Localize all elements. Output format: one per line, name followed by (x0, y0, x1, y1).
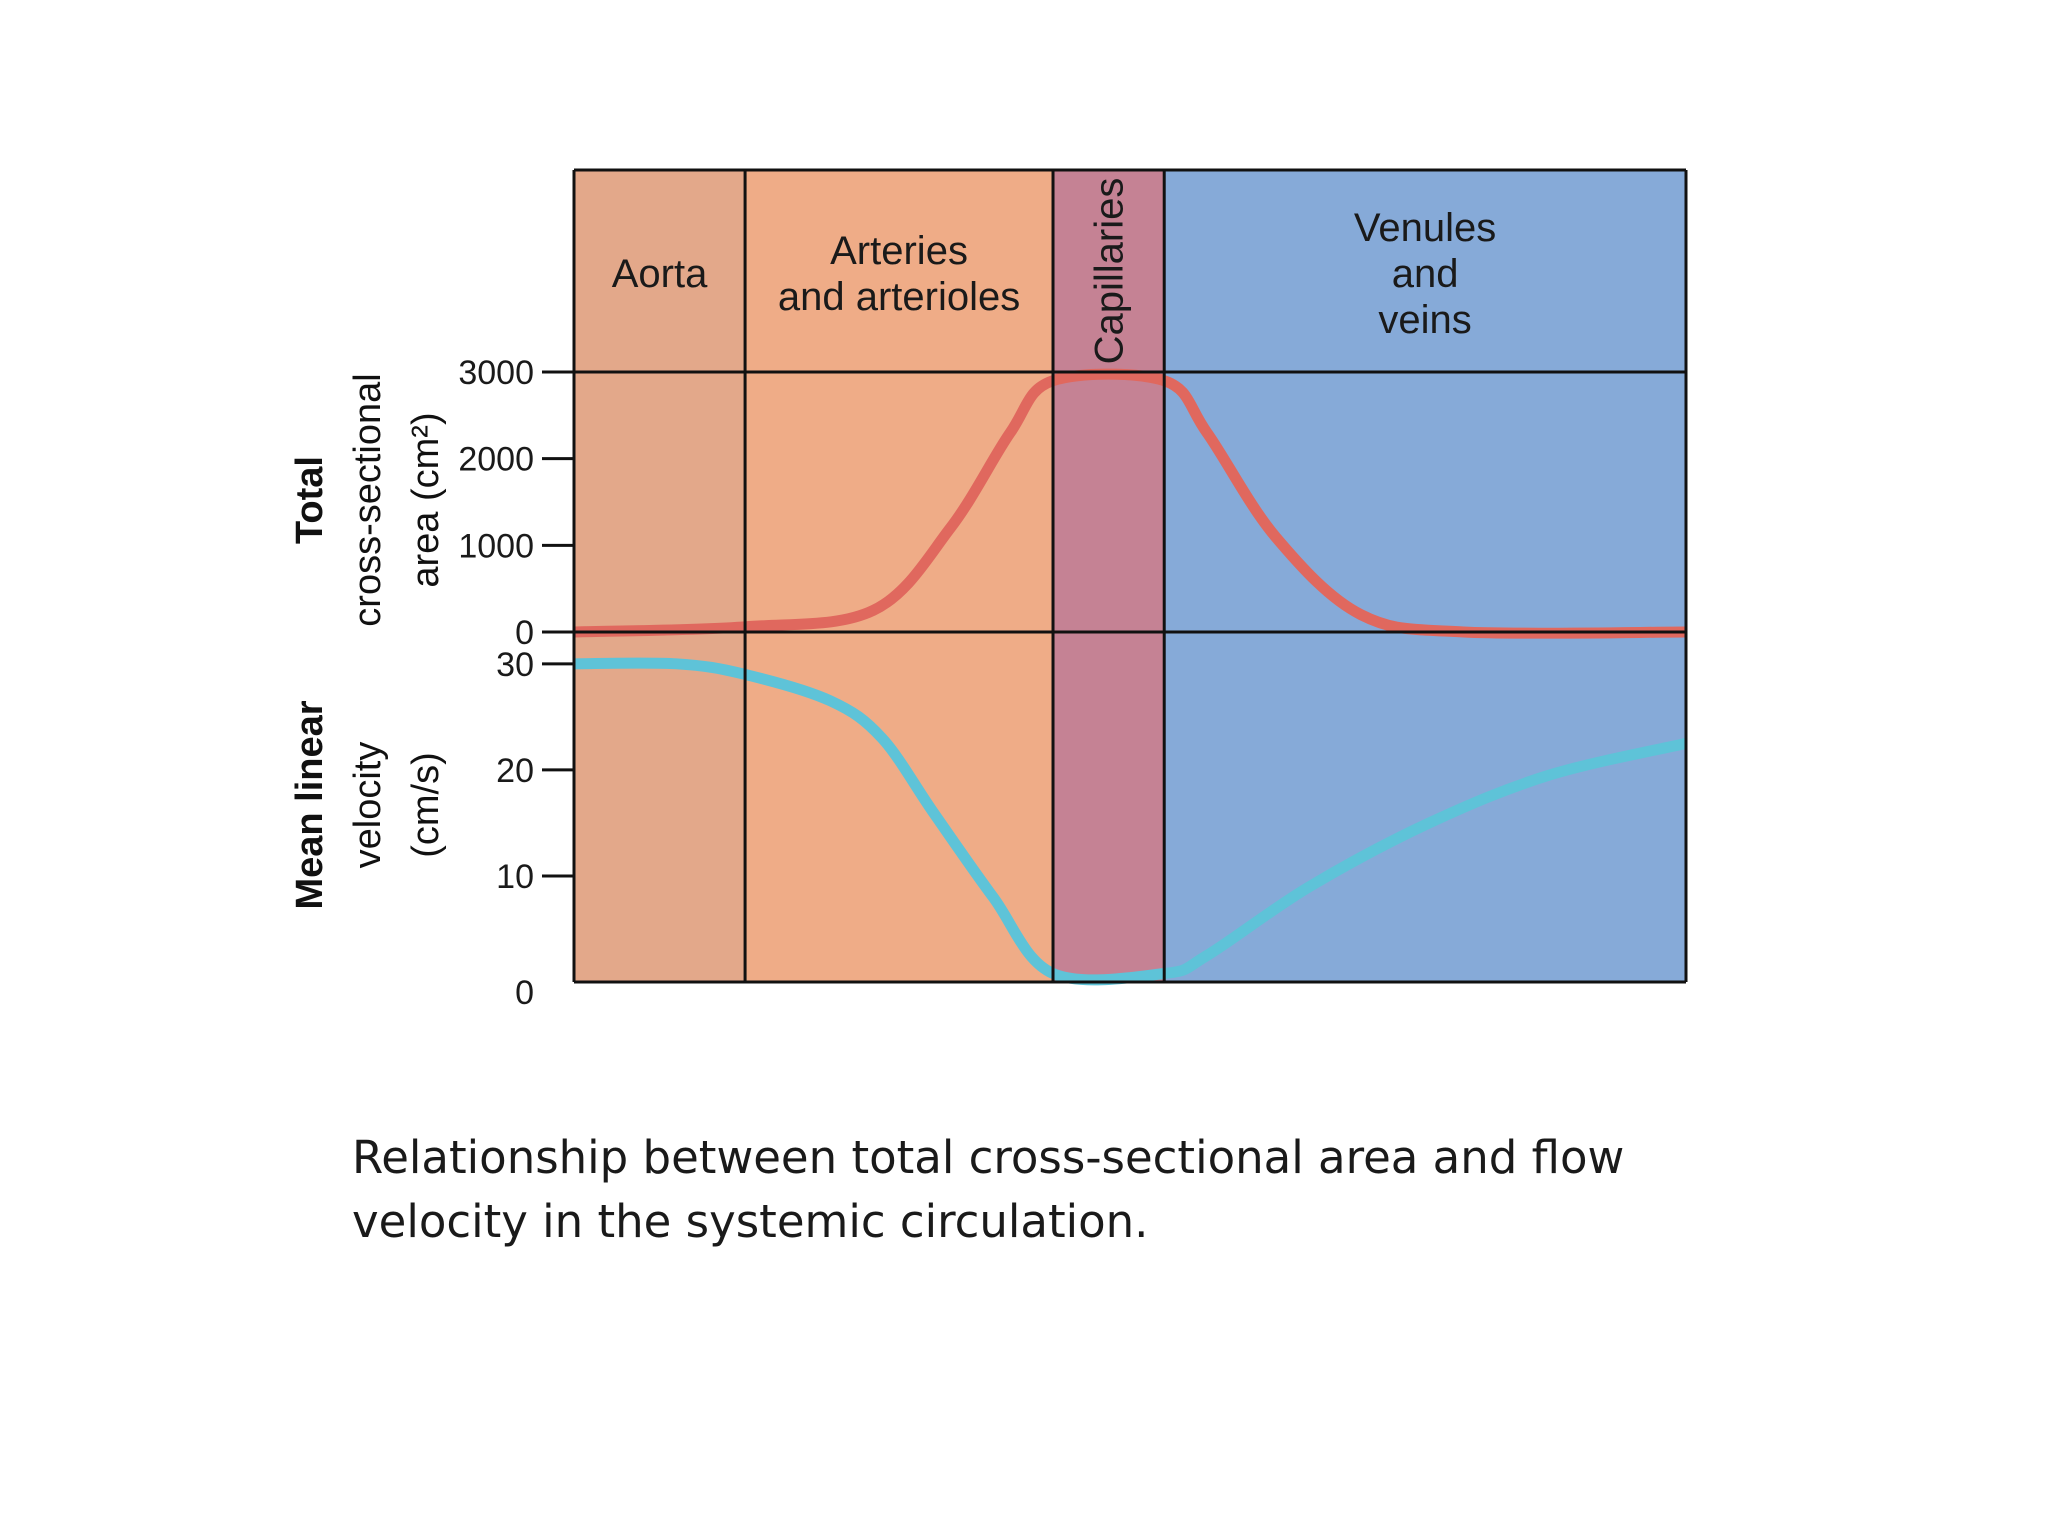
tick-marks (542, 370, 574, 878)
caption-line-2: velocity in the systemic circulation. (352, 1195, 1149, 1248)
chart-frame (572, 168, 1688, 984)
area-axis-title-line-1: cross-sectional (347, 373, 389, 626)
velocity-axis-title-line-2: (cm/s) (405, 752, 447, 858)
segment-label-3-1: and (1392, 252, 1459, 296)
velocity-tick-label-1: 10 (496, 858, 534, 896)
segment-label-1-0: Arteries (830, 229, 968, 273)
velocity-tick-label-0: 0 (515, 974, 534, 1012)
segment-label-0-0: Aorta (612, 252, 708, 296)
area-axis-title-line-0: Total (289, 456, 331, 544)
segment-label-3-0: Venules (1354, 206, 1496, 250)
area-axis-title-line-2: area (cm²) (405, 412, 447, 587)
area-tick-label-3: 3000 (458, 354, 534, 392)
segment-band-2 (1053, 170, 1165, 982)
segment-band-3 (1164, 170, 1686, 982)
caption-line-1: Relationship between total cross-section… (352, 1131, 1625, 1184)
velocity-axis-title-line-1: velocity (347, 742, 389, 869)
figure-caption: Relationship between total cross-section… (352, 1126, 1702, 1254)
segment-band-0 (574, 170, 746, 982)
velocity-tick-label-2: 20 (496, 752, 534, 790)
area-series-line-0 (573, 368, 1687, 639)
area-tick-label-1: 1000 (458, 527, 534, 565)
segment-bands (574, 170, 1686, 982)
area-tick-label-0: 0 (515, 614, 534, 652)
segment-label-1-1: and arterioles (778, 275, 1020, 319)
segment-band-1 (745, 170, 1054, 982)
segment-label-3-2: veins (1378, 298, 1471, 342)
velocity-series-line-0 (573, 657, 1688, 986)
area-tick-label-2: 2000 (458, 441, 534, 479)
series-lines (573, 368, 1688, 986)
velocity-tick-label-3: 30 (496, 646, 534, 684)
segment-label-capillaries: Capillaries (1088, 178, 1132, 365)
velocity-axis-title-line-0: Mean linear (289, 700, 331, 909)
